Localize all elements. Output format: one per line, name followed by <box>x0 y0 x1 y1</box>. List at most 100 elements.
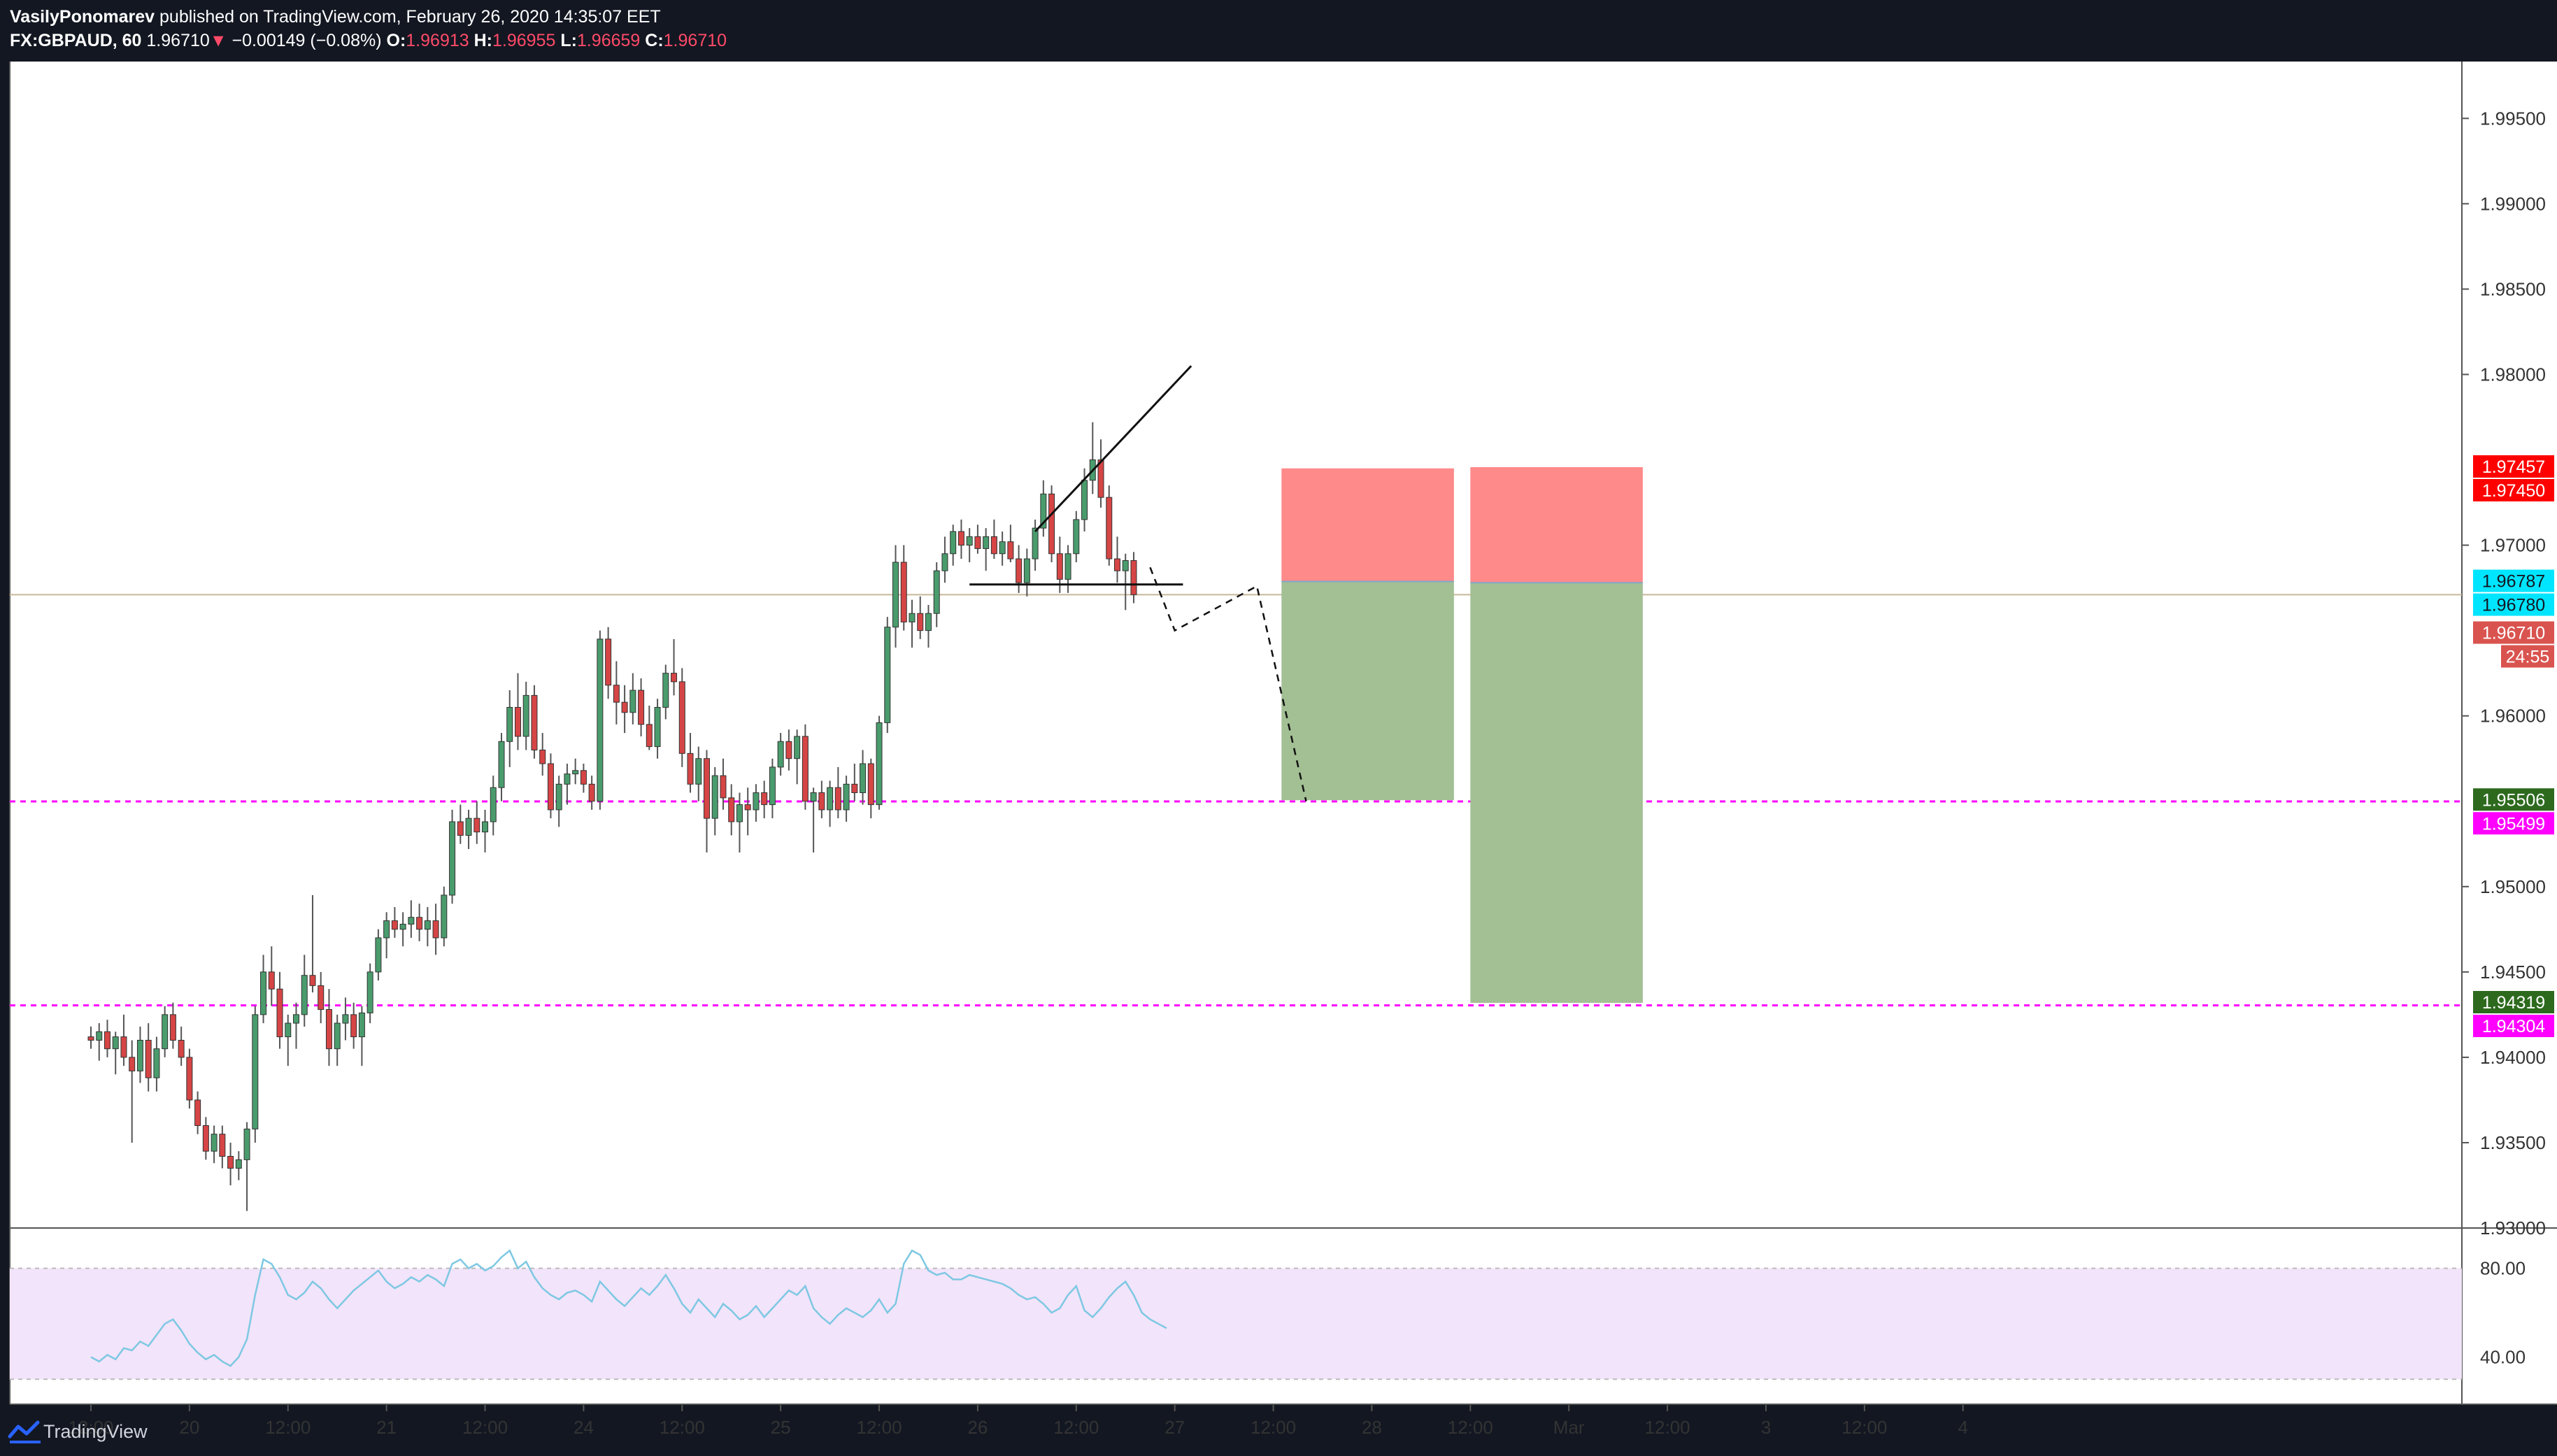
publish-info: VasilyPonomarev published on TradingView… <box>10 7 661 27</box>
price-tick-label: 1.97000 <box>2480 535 2546 556</box>
candle-up-body <box>285 1022 292 1038</box>
candle <box>449 809 456 904</box>
last-price: 1.96710 <box>146 31 210 50</box>
time-tick-label: 24 <box>574 1417 594 1438</box>
price-label-tag <box>2473 455 2554 478</box>
footer-brand[interactable]: TradingView <box>43 1421 148 1442</box>
candle-down-body <box>457 821 464 836</box>
price-label-tag <box>2501 645 2554 668</box>
candle <box>810 787 817 852</box>
candle <box>350 1002 357 1049</box>
high-label: H: <box>473 31 492 50</box>
candle-up-body <box>736 804 743 822</box>
candle-down-body <box>580 770 587 785</box>
stop-loss-zone <box>1281 468 1454 582</box>
rsi-line <box>90 1249 1167 1367</box>
candle-up-body <box>153 1048 160 1078</box>
candle-down-body <box>432 920 439 938</box>
candle-down-body <box>613 685 620 703</box>
candle-down-body <box>588 783 595 802</box>
candle-up-body <box>695 758 702 785</box>
candle <box>777 733 784 776</box>
candle <box>1023 548 1030 597</box>
candle <box>605 627 612 699</box>
candle-down-body <box>325 1009 332 1050</box>
candle <box>531 685 538 759</box>
candle-up-body <box>490 787 497 822</box>
candle-up-body <box>260 971 267 1015</box>
candle <box>358 1006 365 1066</box>
candle-down-body <box>728 797 735 822</box>
candle-down-body <box>917 613 924 631</box>
candle-down-body <box>678 681 685 754</box>
price-label-tag <box>2473 788 2554 811</box>
time-tick-label: 12:00 <box>265 1417 311 1438</box>
author-name[interactable]: VasilyPonomarev <box>10 7 155 27</box>
candle <box>876 715 883 810</box>
candle <box>588 776 595 810</box>
price-label-tag <box>2473 593 2554 616</box>
candle <box>564 764 571 805</box>
candle <box>671 638 678 696</box>
candle <box>654 699 661 759</box>
candle-up-body <box>876 722 883 806</box>
candle-down-body <box>900 562 907 622</box>
candle <box>547 753 554 819</box>
price-label-text: 1.96710 <box>2482 624 2545 643</box>
footer-bar <box>0 1406 2557 1456</box>
candle-up-body <box>449 821 456 896</box>
price-label-text: 24:55 <box>2506 648 2550 667</box>
low-value: 1.96659 <box>576 31 641 50</box>
candle-down-body <box>194 1099 201 1127</box>
candle <box>383 912 390 959</box>
candle <box>178 1026 185 1066</box>
price-tick-label: 1.98000 <box>2480 364 2546 385</box>
candle-down-body <box>646 724 653 748</box>
candle-up-body <box>211 1134 218 1152</box>
candle-up-body <box>399 923 406 930</box>
candle-down-body <box>687 752 694 785</box>
candle <box>860 750 867 805</box>
candle-up-body <box>482 821 489 833</box>
price-tick-label: 1.99000 <box>2480 193 2546 214</box>
candle-up-body <box>136 1039 143 1071</box>
time-tick-label: Mar <box>1553 1417 1585 1438</box>
candle-up-body <box>441 894 448 938</box>
candle-down-body <box>129 1057 136 1071</box>
candle-down-body <box>514 706 521 737</box>
candle <box>202 1117 209 1160</box>
candle <box>243 1122 250 1211</box>
candle <box>219 1125 226 1169</box>
price-label-text: 1.95499 <box>2482 814 2545 834</box>
candle-up-body <box>843 783 850 811</box>
candle <box>983 528 990 571</box>
candle <box>646 706 653 750</box>
price-label-text: 1.97450 <box>2482 481 2545 501</box>
candle-up-body <box>112 1036 119 1050</box>
candle-up-body <box>498 741 505 788</box>
symbol-label[interactable]: FX:GBPAUD, 60 <box>10 31 142 50</box>
candle-down-body <box>957 531 964 546</box>
time-tick-label: 25 <box>771 1417 791 1438</box>
candle <box>162 1006 169 1057</box>
candle <box>761 780 768 819</box>
candle <box>974 524 981 554</box>
candle <box>498 733 505 801</box>
tradingview-logo-icon[interactable] <box>7 1418 46 1446</box>
candle-down-body <box>473 818 480 833</box>
candle-down-body <box>851 783 858 794</box>
candle-down-body <box>802 736 809 802</box>
candle <box>695 746 702 801</box>
candle-down-body <box>202 1125 209 1152</box>
candle-down-body <box>1130 560 1137 595</box>
candle <box>399 912 406 947</box>
candle <box>818 780 825 819</box>
candle <box>104 1020 111 1057</box>
close-value: 1.96710 <box>663 31 727 50</box>
take-profit-zone <box>1470 583 1643 1004</box>
candle <box>145 1023 152 1092</box>
candle-up-body <box>522 694 529 737</box>
candle-down-body <box>867 763 874 806</box>
candle <box>933 562 940 627</box>
